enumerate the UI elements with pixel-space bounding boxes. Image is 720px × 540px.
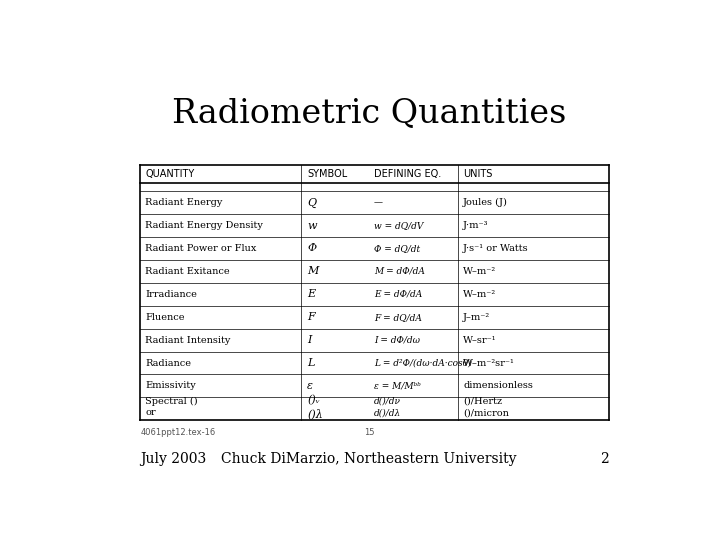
Text: Φ = dQ/dt: Φ = dQ/dt (374, 244, 420, 253)
Text: Radiant Intensity: Radiant Intensity (145, 336, 230, 345)
Text: Irradiance: Irradiance (145, 290, 197, 299)
Text: Radiometric Quantities: Radiometric Quantities (172, 97, 566, 129)
Text: I: I (307, 335, 312, 345)
Text: W–m⁻²: W–m⁻² (463, 267, 496, 276)
Text: July 2003: July 2003 (140, 452, 207, 466)
Text: DEFINING EQ.: DEFINING EQ. (374, 168, 441, 179)
Text: M = dΦ/dA: M = dΦ/dA (374, 267, 425, 276)
Text: J·s⁻¹ or Watts: J·s⁻¹ or Watts (463, 244, 529, 253)
Text: Radiance: Radiance (145, 359, 192, 368)
Text: Emissivity: Emissivity (145, 381, 196, 390)
Text: w = dQ/dV: w = dQ/dV (374, 221, 423, 230)
Text: L: L (307, 358, 315, 368)
Text: w: w (307, 220, 317, 231)
Text: UNITS: UNITS (463, 168, 492, 179)
Text: ε: ε (307, 381, 313, 391)
Text: L = d²Φ/(dω·dA·cosθ): L = d²Φ/(dω·dA·cosθ) (374, 359, 472, 368)
Text: F: F (307, 312, 315, 322)
Text: F = dQ/dA: F = dQ/dA (374, 313, 422, 322)
Text: Radiant Energy Density: Radiant Energy Density (145, 221, 263, 230)
Text: d()/dν
d()/dλ: d()/dν d()/dλ (374, 397, 401, 417)
Text: Q: Q (307, 198, 316, 208)
Text: Radiant Power or Flux: Radiant Power or Flux (145, 244, 256, 253)
Text: J–m⁻²: J–m⁻² (463, 313, 490, 322)
Text: I = dΦ/dω: I = dΦ/dω (374, 336, 420, 345)
Text: E = dΦ/dA: E = dΦ/dA (374, 290, 422, 299)
Text: Φ: Φ (307, 244, 316, 253)
Text: Joules (J): Joules (J) (463, 198, 508, 207)
Text: W–m⁻²sr⁻¹: W–m⁻²sr⁻¹ (463, 359, 516, 368)
Text: Radiant Energy: Radiant Energy (145, 198, 222, 207)
Text: SYMBOL: SYMBOL (307, 168, 347, 179)
Text: ()/Hertz
()/micron: ()/Hertz ()/micron (463, 397, 509, 417)
Text: Radiant Exitance: Radiant Exitance (145, 267, 230, 276)
Text: W–sr⁻¹: W–sr⁻¹ (463, 336, 497, 345)
Text: Spectral ()
or: Spectral () or (145, 397, 198, 417)
Text: 2: 2 (600, 452, 609, 466)
Text: 4061ppt12.tex-16: 4061ppt12.tex-16 (140, 428, 215, 437)
Text: 15: 15 (364, 428, 374, 437)
Text: M: M (307, 266, 318, 276)
Text: QUANTITY: QUANTITY (145, 168, 194, 179)
Text: dimensionless: dimensionless (463, 381, 534, 390)
Text: W–m⁻²: W–m⁻² (463, 290, 496, 299)
Text: —: — (374, 198, 383, 207)
Text: ()ᵥ
()λ: ()ᵥ ()λ (307, 395, 323, 419)
Text: Fluence: Fluence (145, 313, 185, 322)
Text: Chuck DiMarzio, Northeastern University: Chuck DiMarzio, Northeastern University (221, 452, 517, 466)
Text: ε = M/Mᵇᵇ: ε = M/Mᵇᵇ (374, 381, 421, 390)
Text: E: E (307, 289, 315, 299)
Text: J·m⁻³: J·m⁻³ (463, 221, 489, 230)
